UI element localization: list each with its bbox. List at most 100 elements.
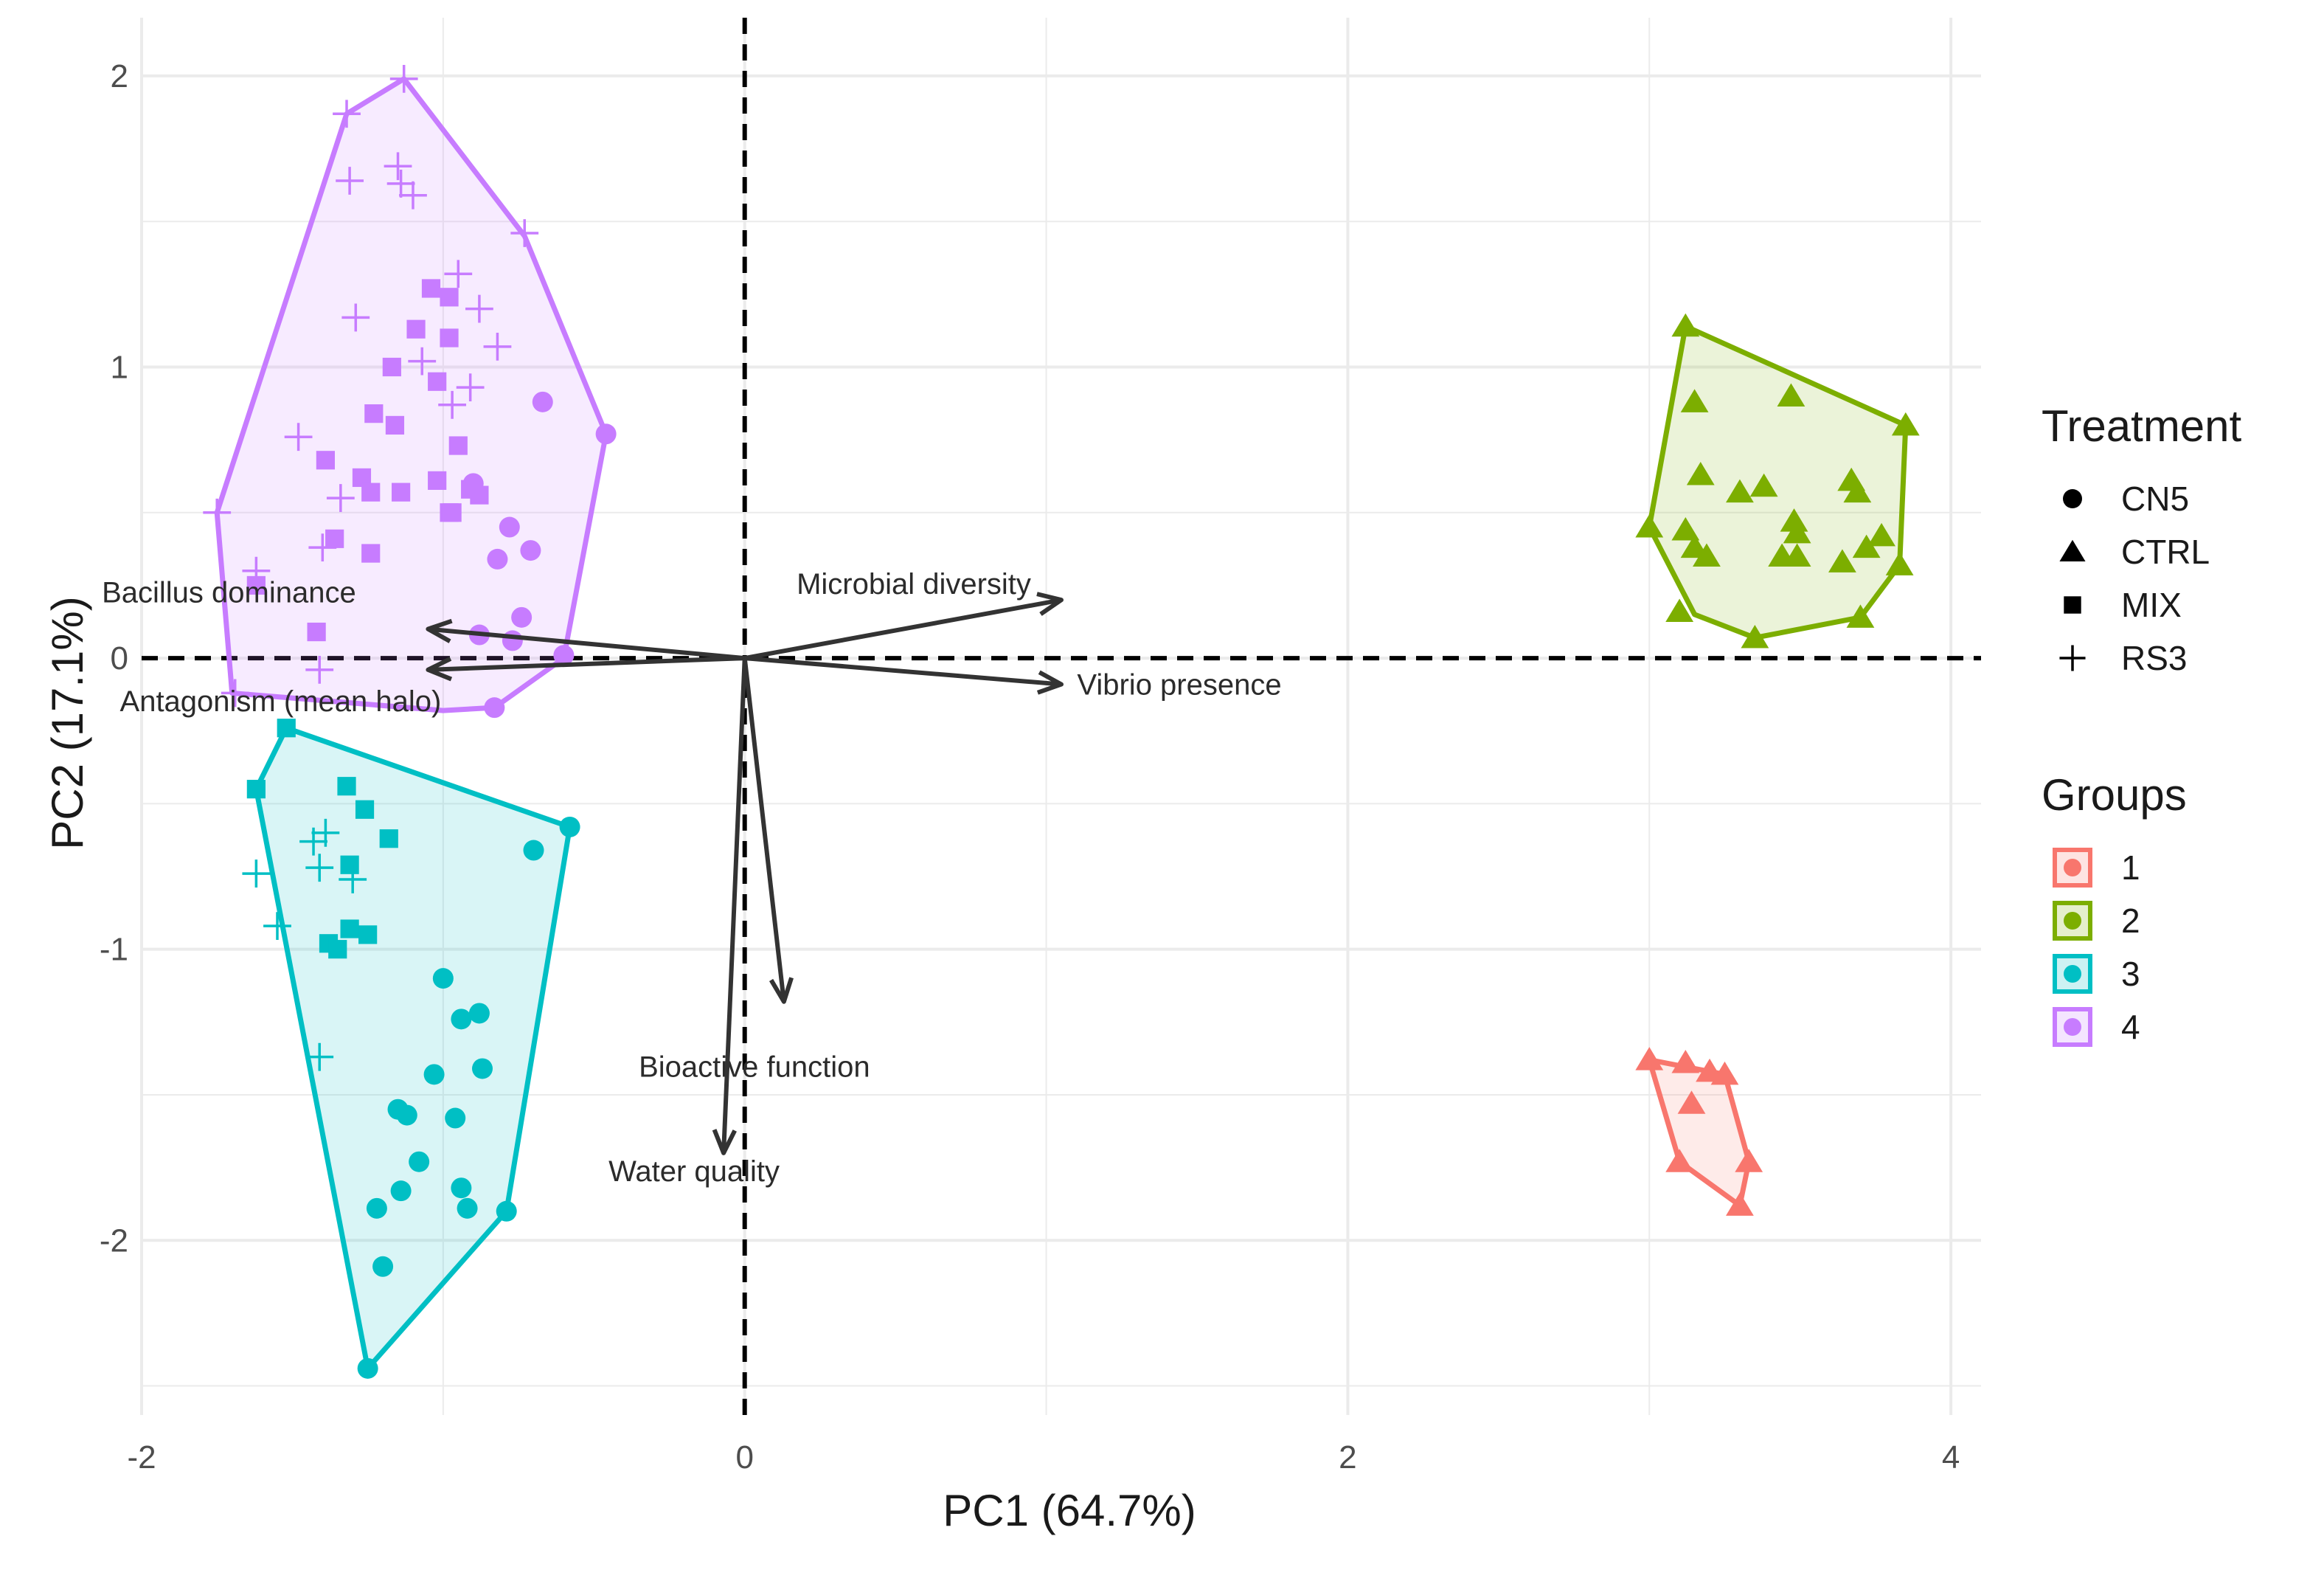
point-g3-mix — [328, 940, 347, 959]
point-g2-ctrl — [1665, 598, 1694, 622]
point-g2-ctrl — [1741, 624, 1769, 648]
point-g4-rs3 — [444, 260, 473, 288]
point-g1-ctrl — [1635, 1047, 1664, 1070]
point-g4-cn5 — [520, 540, 541, 561]
legend-group-4: 4 — [2053, 1007, 2140, 1047]
point-g1-ctrl — [1671, 1050, 1700, 1073]
point-g4-rs3 — [483, 332, 512, 361]
legend-title-treatment: Treatment — [2042, 401, 2242, 451]
loading-arrow-head — [769, 977, 794, 1004]
legend-group-items: 1 2 3 4 — [2053, 848, 2140, 1047]
loading-label: Water quality — [608, 1155, 780, 1188]
point-g2-ctrl — [1680, 389, 1709, 412]
loading-label: Vibrio presence — [1077, 669, 1281, 702]
point-g2-ctrl — [1843, 479, 1872, 503]
point-g3-cn5 — [372, 1256, 394, 1277]
point-g4-mix — [361, 482, 381, 502]
point-g3-cn5 — [559, 816, 580, 837]
point-g3-cn5 — [366, 1197, 387, 1219]
point-g3-rs3 — [263, 912, 291, 940]
legend-group-2: 2 — [2053, 901, 2140, 941]
point-g4-mix — [428, 471, 447, 490]
point-g4-rs3 — [326, 484, 355, 512]
point-g4-mix — [440, 288, 459, 307]
point-g4-mix — [448, 436, 468, 455]
point-g2-ctrl — [1671, 313, 1700, 337]
point-g2-ctrl — [1891, 412, 1920, 436]
point-g4-cn5 — [462, 473, 484, 494]
point-g2-ctrl — [1777, 383, 1806, 407]
point-g2-ctrl — [1726, 479, 1754, 503]
point-g2-ctrl — [1852, 534, 1881, 558]
loading-arrow-shaft — [744, 656, 1062, 687]
point-g3-cn5 — [451, 1177, 472, 1199]
x-tick-label: 2 — [1339, 1439, 1356, 1476]
loading-label: Bioactive function — [639, 1051, 870, 1084]
legend-label: RS3 — [2121, 639, 2187, 677]
loading-arrow-shaft — [721, 657, 747, 1154]
point-g2-ctrl — [1783, 543, 1811, 567]
point-g4-rs3 — [341, 303, 370, 332]
loading-arrow-shaft — [428, 626, 745, 661]
loading-1: Antagonism (mean halo) — [120, 656, 745, 718]
point-g4-rs3 — [305, 655, 334, 684]
point-g3-cn5 — [357, 1357, 378, 1379]
loading-arrow-shaft — [742, 657, 786, 1003]
point-g4-rs3 — [456, 373, 485, 402]
point-g2-ctrl — [1885, 552, 1914, 575]
point-g4-rs3 — [384, 152, 412, 181]
point-g3-mix — [246, 780, 266, 799]
x-tick-label: 0 — [735, 1439, 753, 1476]
loading-label: Bacillus dominance — [102, 577, 356, 609]
point-g2-ctrl — [1828, 549, 1856, 572]
legend: Treatment CN5 CTRL MIX RS3 Groups 1 2 3 4 — [2042, 401, 2242, 1047]
loading-label: Microbial diversity — [797, 568, 1031, 601]
point-g3-cn5 — [432, 968, 454, 989]
point-g1-ctrl — [1677, 1090, 1706, 1114]
point-g3-cn5 — [390, 1180, 412, 1202]
point-g3-cn5 — [409, 1151, 430, 1172]
x-tick-label: 4 — [1942, 1439, 1960, 1476]
point-g3-cn5 — [457, 1197, 478, 1219]
point-g1-ctrl — [1665, 1149, 1694, 1172]
point-g4-mix — [440, 328, 459, 347]
point-g1-ctrl — [1735, 1149, 1763, 1172]
point-g4-mix — [406, 319, 426, 339]
point-g4-cn5 — [487, 548, 508, 570]
point-g4-cn5 — [553, 645, 575, 666]
point-g4-mix — [443, 503, 462, 522]
legend-label: CN5 — [2121, 480, 2189, 518]
loading-2: Microbial diversity — [744, 568, 1064, 661]
point-g4-rs3 — [510, 219, 539, 247]
y-axis-title: PC2 (17.1%) — [43, 596, 92, 849]
x-tick-label: -2 — [127, 1439, 156, 1476]
loading-arrow-shaft — [428, 656, 745, 672]
point-g3-mix — [337, 777, 356, 796]
point-g4-rs3 — [333, 100, 361, 128]
point-g4-cn5 — [499, 516, 520, 538]
point-g3-mix — [355, 800, 375, 819]
y-tick-label: 2 — [111, 58, 128, 94]
point-g4-mix — [361, 544, 381, 563]
point-g3-cn5 — [451, 1009, 472, 1030]
legend-key-dot — [2064, 859, 2081, 876]
point-g3-mix — [358, 925, 378, 944]
point-g3-cn5 — [423, 1064, 445, 1085]
point-g3-cn5 — [468, 1003, 490, 1024]
point-g2-ctrl — [1749, 473, 1778, 497]
point-g3-mix — [277, 719, 296, 738]
hull-group-3 — [253, 725, 573, 1371]
point-g4-mix — [428, 372, 447, 391]
point-g3-mix — [340, 919, 359, 938]
legend-key-triangle — [2059, 539, 2086, 561]
group-hulls — [214, 76, 1909, 1371]
point-g3-rs3 — [305, 854, 334, 882]
point-g4-mix — [421, 279, 441, 298]
point-g1-ctrl — [1710, 1061, 1739, 1085]
point-g3-cn5 — [523, 840, 544, 861]
point-g4-mix — [364, 404, 384, 423]
point-g4-rs3 — [465, 294, 493, 323]
loading-arrow-head — [1036, 670, 1064, 695]
point-g4-rs3 — [203, 498, 232, 527]
